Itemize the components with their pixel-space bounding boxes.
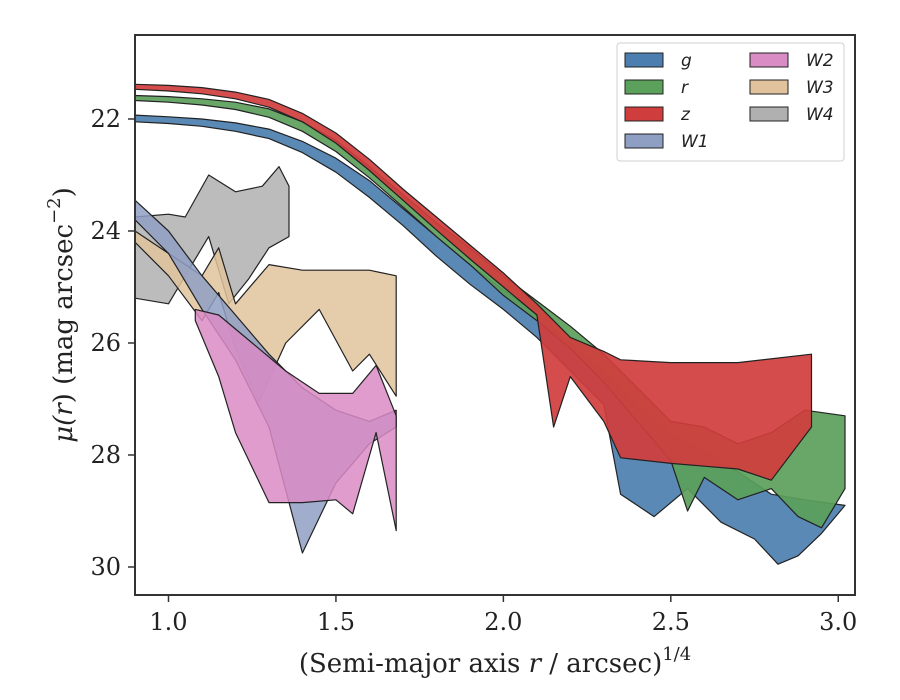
y-tick-label: 22 xyxy=(90,105,121,133)
plot-frame xyxy=(134,34,856,596)
legend-label-g: g xyxy=(681,51,692,71)
x-tick-label: 3.0 xyxy=(819,608,857,636)
x-tick-label: 2.0 xyxy=(484,608,522,636)
x-tick-label: 1.5 xyxy=(317,608,355,636)
legend-swatch-w4 xyxy=(749,106,789,122)
legend-swatch-r xyxy=(624,79,664,95)
legend-label-w2: W2 xyxy=(806,51,834,71)
legend-swatch-w2 xyxy=(749,52,789,68)
y-tick-label: 30 xyxy=(90,553,121,581)
y-tick-label: 28 xyxy=(90,441,121,469)
band-w2 xyxy=(194,308,397,532)
legend-label-w1: W1 xyxy=(681,132,709,152)
legend-swatch-w3 xyxy=(749,79,789,95)
legend-label-r: r xyxy=(681,78,689,98)
legend-swatch-w1 xyxy=(624,133,664,149)
legend-label-w4: W4 xyxy=(806,105,834,125)
legend-label-w3: W3 xyxy=(806,78,834,98)
legend-swatch-z xyxy=(624,106,664,122)
axis-ticks: 1.0 1.5 2.0 2.5 3.0 22 24 26 28 30 xyxy=(90,105,857,636)
x-axis-label: (Semi-major axis r / arcsec)1/4 xyxy=(299,644,691,679)
plot-area xyxy=(135,83,846,565)
y-tick-label: 26 xyxy=(90,329,121,357)
legend-label-z: z xyxy=(680,105,691,125)
legend: grz W1 W2 W3 W4 xyxy=(616,42,845,162)
band-z xyxy=(135,83,813,481)
legend-swatch-g xyxy=(624,52,664,68)
y-tick-label: 24 xyxy=(90,217,121,245)
y-axis-label: μ(r) (mag arcsec−2) xyxy=(44,187,79,443)
legend-box xyxy=(616,42,845,162)
x-tick-label: 2.5 xyxy=(652,608,690,636)
x-tick-label: 1.0 xyxy=(149,608,187,636)
